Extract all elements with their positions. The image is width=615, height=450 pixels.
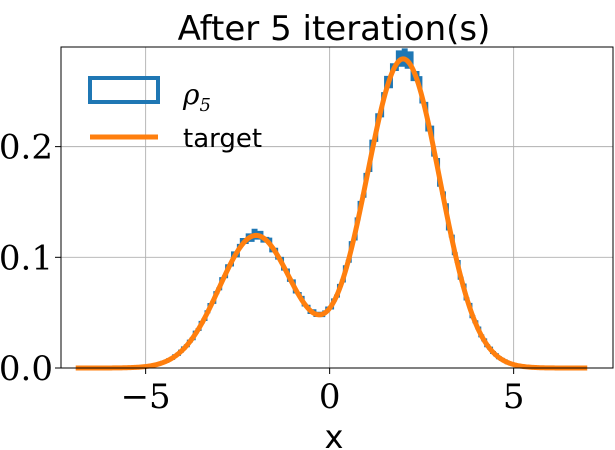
legend-rho-5-swatch bbox=[88, 76, 160, 104]
y-tick-label: 0.0 bbox=[0, 349, 53, 389]
x-tick-label: 0 bbox=[319, 377, 341, 417]
target-curve bbox=[74, 56, 589, 371]
y-tick-label: 0.1 bbox=[0, 238, 53, 278]
plot-frame bbox=[60, 46, 614, 369]
x-tick-label: −5 bbox=[121, 377, 171, 417]
legend: ρ5 target bbox=[88, 76, 262, 154]
legend-target-label: target bbox=[183, 124, 262, 154]
chart-title: After 5 iteration(s) bbox=[178, 9, 491, 49]
x-axis-label: x bbox=[325, 418, 344, 450]
x-tick-label: 5 bbox=[503, 377, 525, 417]
legend-rho-5-label: ρ5 bbox=[182, 78, 211, 116]
axis-ticks: −5 0 5 0.0 0.1 0.2 bbox=[0, 128, 524, 417]
grid-lines bbox=[61, 47, 613, 369]
y-tick-label: 0.2 bbox=[0, 128, 53, 168]
rho-5-histogram bbox=[107, 48, 580, 370]
